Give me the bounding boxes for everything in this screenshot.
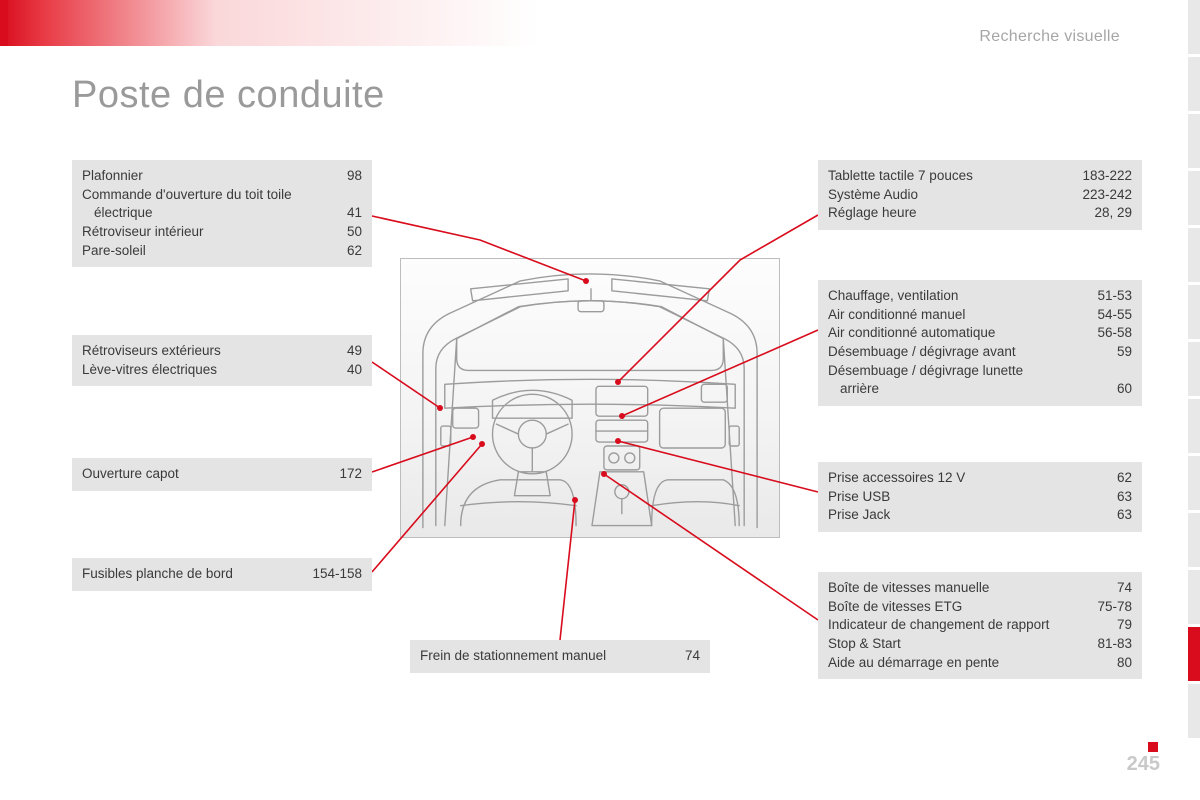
callout-page: 40 — [308, 361, 362, 380]
callout-label: Frein de stationnement manuel — [420, 647, 646, 666]
callout-c2: Rétroviseurs extérieurs49Lève-vitres éle… — [72, 335, 372, 386]
callout-label: Prise Jack — [828, 506, 1078, 525]
callout-label: Chauffage, ventilation — [828, 287, 1078, 306]
callout-page: 28, 29 — [1078, 204, 1132, 223]
callout-c8: Prise accessoires 12 V62Prise USB63Prise… — [818, 462, 1142, 532]
callout-label: Plafonnier — [82, 167, 308, 186]
callout-page: 98 — [308, 167, 362, 186]
page-number: 245 — [1127, 753, 1160, 776]
breadcrumb: Recherche visuelle — [979, 28, 1120, 46]
callout-page: 154-158 — [308, 565, 362, 584]
callout-page: 81-83 — [1078, 635, 1132, 654]
callout-label: Stop & Start — [828, 635, 1078, 654]
dashboard-svg — [401, 259, 779, 538]
callout-page: 79 — [1078, 616, 1132, 635]
callout-label: Fusibles planche de bord — [82, 565, 308, 584]
header-stripe — [0, 0, 8, 46]
callout-label: Tablette tactile 7 pouces — [828, 167, 1078, 186]
callout-label: Prise USB — [828, 488, 1078, 507]
callout-page — [1078, 362, 1132, 381]
callout-label: Aide au démarrage en pente — [828, 654, 1078, 673]
callout-c6: Tablette tactile 7 pouces183-222Système … — [818, 160, 1142, 230]
callout-page: 49 — [308, 342, 362, 361]
callout-page: 63 — [1078, 506, 1132, 525]
callout-label: Désembuage / dégivrage lunette — [828, 362, 1078, 381]
callout-page: 54-55 — [1078, 306, 1132, 325]
header-gradient — [0, 0, 540, 46]
callout-c1: Plafonnier98Commande d'ouverture du toit… — [72, 160, 372, 267]
callout-page — [308, 186, 362, 205]
callout-c7: Chauffage, ventilation51-53Air condition… — [818, 280, 1142, 406]
callout-label: Commande d'ouverture du toit toile — [82, 186, 308, 205]
callout-label: Rétroviseur intérieur — [82, 223, 308, 242]
callout-label: Prise accessoires 12 V — [828, 469, 1078, 488]
callout-label: Pare-soleil — [82, 242, 308, 261]
side-tabs — [1188, 0, 1200, 800]
callout-page: 41 — [308, 204, 362, 223]
callout-label: Indicateur de changement de rapport — [828, 616, 1078, 635]
callout-page: 62 — [308, 242, 362, 261]
dashboard-diagram — [400, 258, 780, 538]
callout-label: Rétroviseurs extérieurs — [82, 342, 308, 361]
callout-page: 51-53 — [1078, 287, 1132, 306]
callout-page: 223-242 — [1078, 186, 1132, 205]
callout-page: 74 — [1078, 579, 1132, 598]
callout-page: 59 — [1078, 343, 1132, 362]
page-title: Poste de conduite — [72, 74, 385, 117]
callout-page: 183-222 — [1078, 167, 1132, 186]
callout-label: Désembuage / dégivrage avant — [828, 343, 1078, 362]
callout-page: 60 — [1078, 380, 1132, 399]
callout-page: 172 — [308, 465, 362, 484]
callout-label: Réglage heure — [828, 204, 1078, 223]
callout-c3: Ouverture capot172 — [72, 458, 372, 491]
callout-label: électrique — [82, 204, 308, 223]
callout-label: Système Audio — [828, 186, 1078, 205]
callout-label: Lève-vitres électriques — [82, 361, 308, 380]
callout-page: 80 — [1078, 654, 1132, 673]
corner-marker — [1148, 742, 1158, 752]
callout-label: Air conditionné manuel — [828, 306, 1078, 325]
callout-c9: Boîte de vitesses manuelle74Boîte de vit… — [818, 572, 1142, 679]
callout-page: 50 — [308, 223, 362, 242]
callout-label: Boîte de vitesses ETG — [828, 598, 1078, 617]
callout-label: Ouverture capot — [82, 465, 308, 484]
callout-page: 62 — [1078, 469, 1132, 488]
callout-label: arrière — [828, 380, 1078, 399]
callout-page: 74 — [646, 647, 700, 666]
callout-label: Boîte de vitesses manuelle — [828, 579, 1078, 598]
callout-label: Air conditionné automatique — [828, 324, 1078, 343]
callout-page: 75-78 — [1078, 598, 1132, 617]
callout-c5: Frein de stationnement manuel74 — [410, 640, 710, 673]
callout-page: 63 — [1078, 488, 1132, 507]
callout-page: 56-58 — [1078, 324, 1132, 343]
callout-c4: Fusibles planche de bord154-158 — [72, 558, 372, 591]
